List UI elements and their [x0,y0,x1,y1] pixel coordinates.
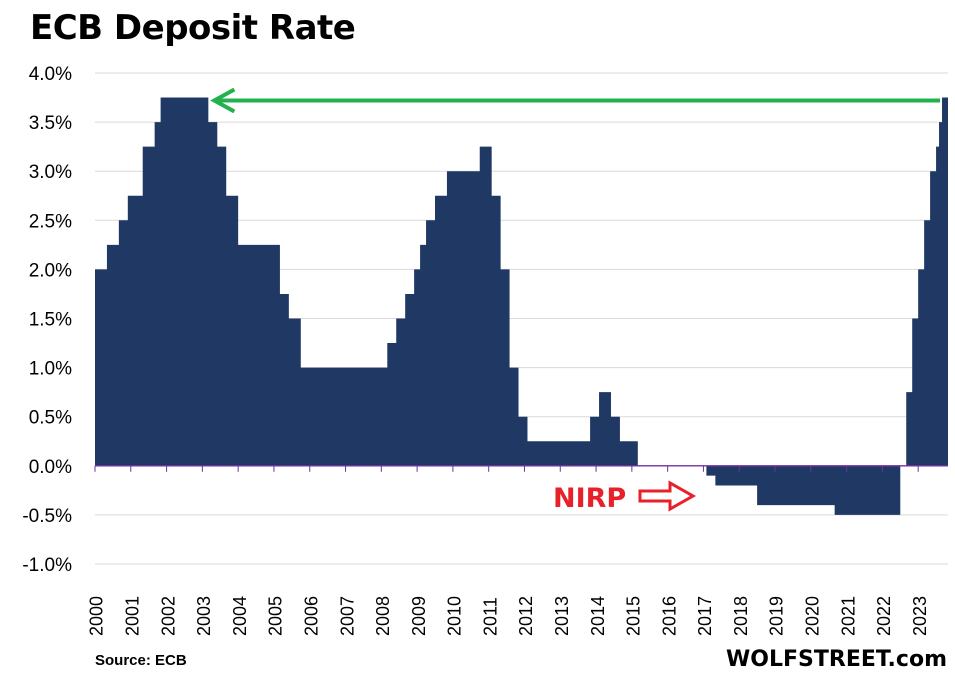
y-tick-label: 3.0% [29,162,72,183]
x-tick-label: 2016 [659,596,679,636]
rate-area-series [95,97,948,515]
y-axis-ticks: 4.0% 3.5% 3.0% 2.5% 2.0% 1.5% 1.0% 0.5% 0.0% -0.5… [22,64,72,576]
y-tick-label: 0.5% [29,408,72,429]
x-axis-ticks: 2000 2001 2002 2003 2004 2005 2006 2007 2008 2009… [87,596,930,636]
y-tick-label: -1.0% [22,555,72,576]
x-tick-label: 2006 [301,596,321,636]
annotations: NIRP [210,87,941,514]
y-tick-label: 1.5% [29,310,72,331]
x-tick-label: 2019 [767,596,787,636]
wolfstreet-brand: WOLFSTREET.com [726,647,947,672]
y-tick-label: 4.0% [29,64,72,85]
source-note: Source: ECB [95,652,187,669]
x-tick-label: 2010 [445,596,465,636]
x-tick-label: 2018 [731,596,751,636]
x-tick-label: 2005 [266,596,286,636]
x-tick-label: 2012 [516,596,536,636]
x-tick-label: 2004 [230,596,250,636]
x-tick-label: 2013 [552,596,572,636]
peak-arrow-head [210,87,236,114]
x-tick-label: 2015 [624,596,644,636]
nirp-arrow [638,480,697,512]
x-tick-label: 2001 [123,596,143,636]
y-tick-label: 2.5% [29,211,72,232]
x-tick-label: 2000 [87,596,107,636]
chart-title: ECB Deposit Rate [30,8,356,48]
x-tick-label: 2021 [838,596,858,636]
y-tick-label: 3.5% [29,113,72,134]
x-tick-label: 2008 [373,596,393,636]
x-tick-label: 2023 [910,596,930,636]
nirp-label: NIRP [553,483,626,514]
y-tick-label: 2.0% [29,260,72,281]
x-tick-label: 2017 [695,596,715,636]
x-tick-label: 2003 [194,596,214,636]
y-tick-label: 0.0% [29,457,72,478]
x-tick-label: 2022 [874,596,894,636]
x-tick-label: 2002 [158,596,178,636]
y-tick-label: 1.0% [29,359,72,380]
zero-axis [94,465,948,472]
x-tick-label: 2007 [337,596,357,636]
x-tick-label: 2011 [480,597,500,636]
x-tick-label: 2009 [409,596,429,636]
x-tick-label: 2020 [803,596,823,636]
x-tick-label: 2014 [588,596,608,636]
rate-area [95,97,948,515]
y-tick-label: -0.5% [22,506,72,527]
